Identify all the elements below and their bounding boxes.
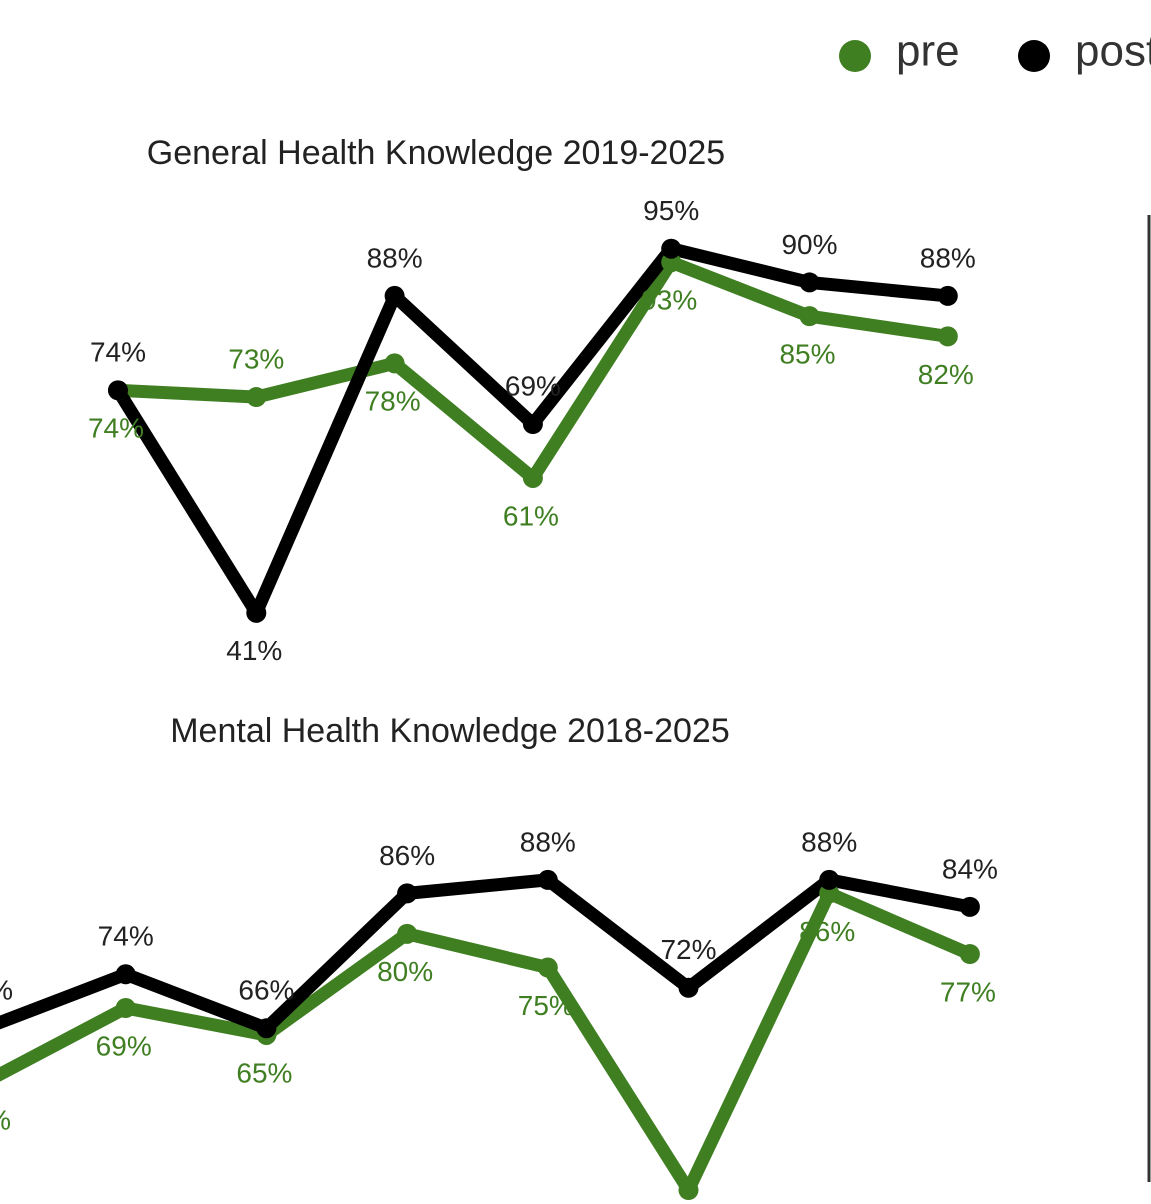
- data-label: 78%: [365, 386, 421, 417]
- data-label: 58%: [0, 1105, 11, 1136]
- data-point: [397, 923, 418, 944]
- data-point: [819, 869, 840, 890]
- data-point: [537, 869, 558, 890]
- data-label: 66%: [0, 975, 13, 1006]
- data-label: 82%: [918, 359, 974, 390]
- data-label: 72%: [660, 934, 716, 965]
- data-label: 41%: [226, 635, 282, 666]
- data-label: 93%: [641, 285, 697, 316]
- data-point: [256, 1018, 277, 1039]
- data-point: [937, 326, 958, 347]
- data-label: 74%: [98, 921, 154, 952]
- data-point: [678, 977, 699, 998]
- series-line: [0, 886, 973, 1197]
- data-label: 69%: [96, 1030, 152, 1061]
- data-label: 75%: [518, 990, 574, 1021]
- data-label: 69%: [505, 370, 561, 401]
- data-point: [246, 602, 267, 623]
- chart-title: Mental Health Knowledge 2018-2025: [170, 712, 730, 750]
- data-point: [959, 944, 980, 965]
- data-label: 65%: [236, 1057, 292, 1088]
- data-point: [522, 467, 543, 488]
- legend-label: pre: [896, 27, 960, 76]
- data-label: 66%: [238, 975, 294, 1006]
- data-point: [937, 285, 958, 306]
- data-label: 84%: [942, 853, 998, 884]
- data-label: 88%: [367, 242, 423, 273]
- data-label: 74%: [90, 337, 146, 368]
- data-label: 95%: [643, 195, 699, 226]
- legend-swatch: [839, 40, 871, 72]
- data-point: [799, 306, 820, 327]
- data-point: [115, 964, 136, 985]
- data-label: 77%: [940, 976, 996, 1007]
- data-label: 88%: [920, 242, 976, 273]
- data-label: 85%: [779, 339, 835, 370]
- data-label: 88%: [520, 826, 576, 857]
- data-label: 90%: [781, 229, 837, 260]
- data-point: [246, 387, 267, 408]
- data-point: [115, 997, 136, 1018]
- data-point: [799, 272, 820, 293]
- data-point: [384, 285, 405, 306]
- data-label: 61%: [503, 500, 559, 531]
- data-point: [108, 380, 128, 401]
- data-point: [522, 414, 543, 435]
- data-label: 74%: [88, 413, 144, 444]
- data-point: [959, 896, 980, 917]
- data-point: [384, 353, 405, 374]
- data-point: [397, 883, 418, 904]
- series-line: [0, 873, 972, 1035]
- data-point: [537, 957, 558, 978]
- data-label: 86%: [799, 916, 855, 947]
- data-label: 86%: [379, 840, 435, 871]
- chart-title: General Health Knowledge 2019-2025: [147, 134, 725, 172]
- data-label: 88%: [801, 826, 857, 857]
- legend-swatch: [1018, 40, 1050, 72]
- legend-label: post: [1075, 27, 1151, 76]
- data-point: [678, 1180, 699, 1201]
- data-label: 73%: [228, 343, 284, 374]
- data-label: 80%: [377, 956, 433, 987]
- data-point: [661, 238, 682, 259]
